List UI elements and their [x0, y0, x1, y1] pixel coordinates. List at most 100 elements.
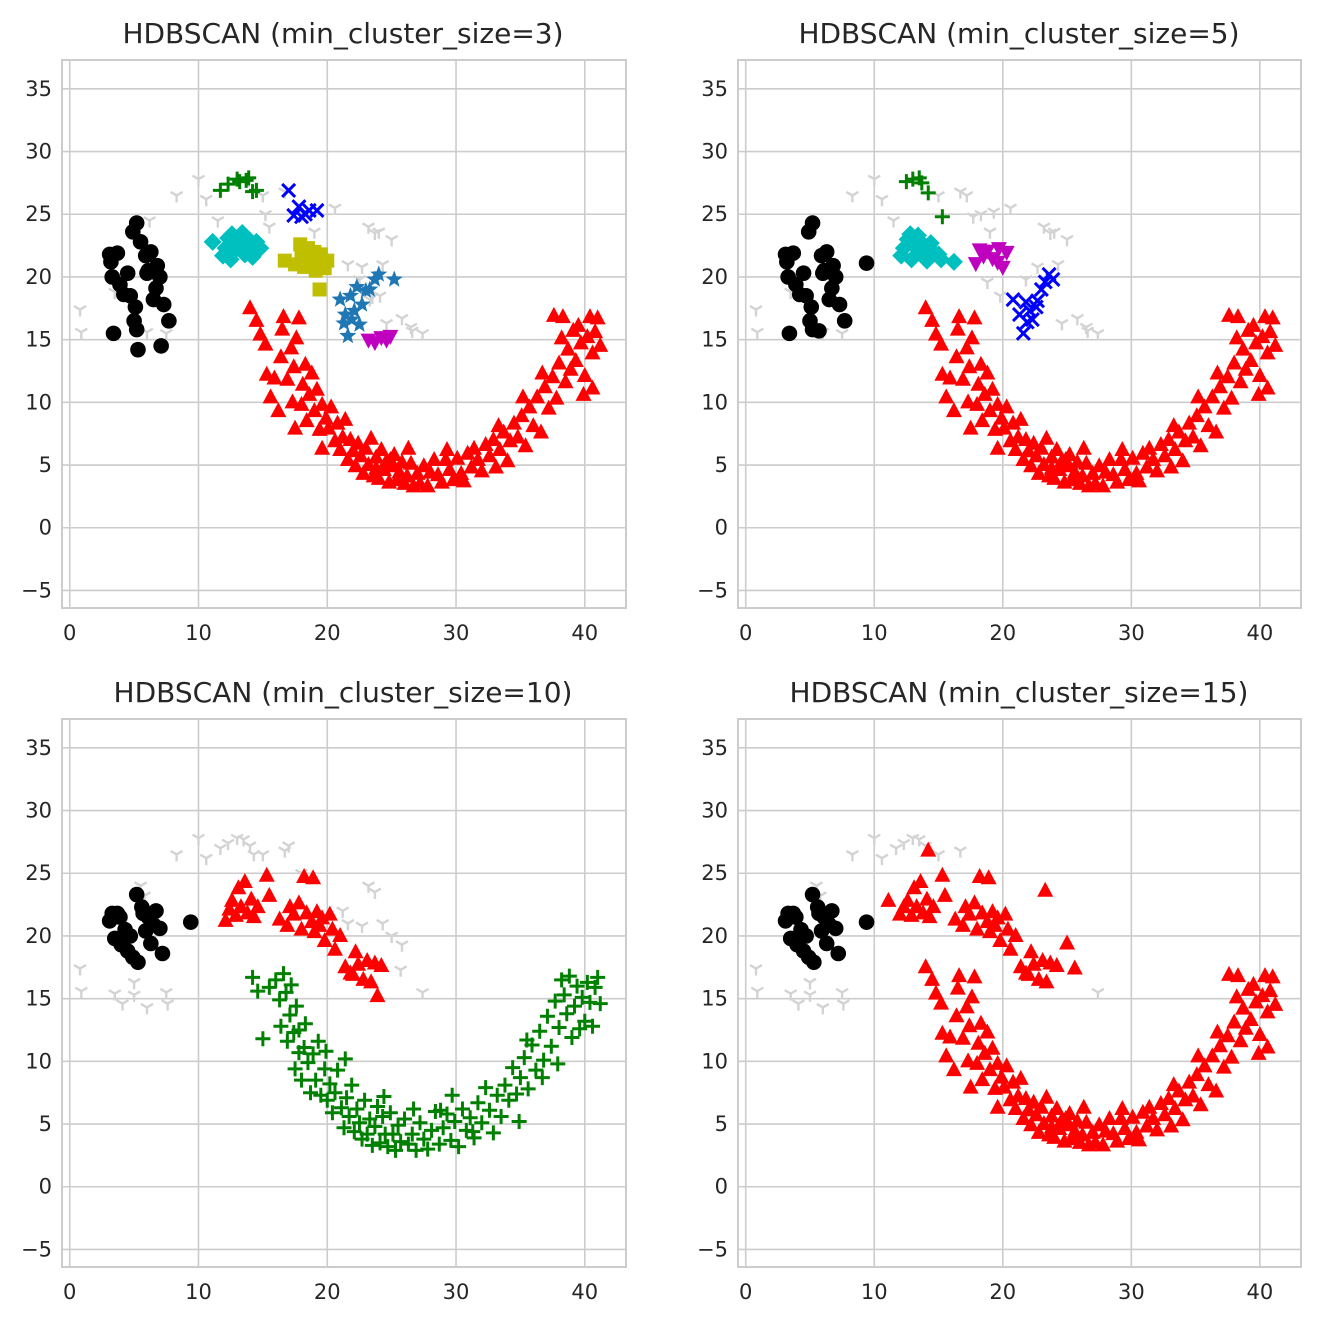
scatter-points [749, 833, 1284, 1152]
y-tick-label: 35 [701, 736, 728, 760]
data-point [1212, 1037, 1229, 1053]
y-tick-label: 5 [39, 453, 52, 477]
data-point [1254, 987, 1271, 1003]
data-point [1188, 407, 1205, 423]
data-point [320, 419, 337, 435]
data-point [980, 869, 997, 885]
data-point [222, 225, 241, 244]
data-point [130, 954, 146, 971]
data-point [934, 209, 950, 225]
axes-frame [61, 59, 627, 609]
y-tick-label: 30 [25, 799, 52, 823]
data-point [127, 977, 141, 990]
data-point [1221, 306, 1238, 322]
data-point [415, 328, 430, 341]
data-point [1037, 881, 1054, 897]
data-point [395, 313, 409, 326]
data-point [966, 309, 983, 325]
series-circle [101, 886, 199, 971]
data-point [361, 222, 376, 234]
data-point [324, 920, 341, 936]
data-point [376, 259, 390, 272]
data-point [463, 458, 480, 474]
data-point [382, 329, 399, 345]
data-point [301, 385, 318, 401]
data-point [564, 1030, 580, 1046]
data-point [169, 849, 184, 862]
data-point [1078, 454, 1095, 470]
x-tick-label: 40 [1247, 621, 1274, 645]
data-point [1212, 378, 1229, 394]
data-point [1095, 1136, 1112, 1152]
data-point [108, 989, 122, 1001]
subplot-min-cluster-size-10: HDBSCAN (min_cluster_size=10) 0 10 20 30 40 −… [21, 676, 627, 1304]
data-point [293, 395, 310, 411]
data-point [491, 440, 508, 456]
data-point [962, 1078, 979, 1094]
data-point [514, 388, 531, 404]
data-point [326, 940, 343, 956]
data-point [947, 910, 964, 926]
data-point [1156, 1106, 1173, 1122]
data-point [376, 1088, 392, 1104]
data-point [74, 986, 88, 999]
data-point [1025, 955, 1042, 971]
data-point [867, 833, 881, 846]
data-point [439, 440, 456, 456]
data-point [577, 1013, 593, 1029]
data-point [502, 432, 519, 448]
data-point [1185, 1087, 1202, 1103]
data-point [1226, 354, 1243, 370]
y-tick-label: 35 [25, 77, 52, 101]
data-point [989, 439, 1006, 455]
data-point [336, 1120, 352, 1136]
data-point [831, 296, 848, 313]
data-point [105, 325, 122, 342]
data-point [1043, 448, 1060, 464]
axes-frame [737, 59, 1302, 609]
data-point [1005, 291, 1021, 308]
data-point [469, 451, 486, 467]
data-point [811, 323, 827, 339]
data-point [889, 843, 903, 856]
grid [738, 719, 1301, 1267]
data-point [938, 1047, 955, 1063]
data-point [539, 1008, 555, 1024]
data-point [1007, 1099, 1024, 1115]
data-point [291, 1022, 307, 1038]
data-point [1043, 1107, 1060, 1123]
data-point [942, 369, 959, 385]
data-point [561, 968, 577, 984]
data-point [282, 1007, 298, 1023]
data-point [485, 430, 502, 446]
data-point [1242, 1010, 1259, 1026]
data-point [132, 234, 149, 250]
data-point [548, 389, 565, 405]
data-point [958, 998, 975, 1014]
data-point [1165, 417, 1182, 433]
data-point [443, 1132, 459, 1148]
data-point [256, 849, 270, 862]
data-point [331, 290, 349, 307]
data-point [1160, 1089, 1177, 1105]
data-point [363, 973, 380, 989]
data-point [945, 1061, 962, 1077]
data-point [1075, 1098, 1092, 1114]
y-tick-label: 35 [701, 77, 728, 101]
data-point [1012, 1069, 1029, 1085]
data-point [395, 940, 409, 952]
data-point [998, 1057, 1015, 1073]
data-point [1208, 1082, 1225, 1098]
data-point [1190, 388, 1207, 404]
data-point [990, 242, 1007, 258]
data-point [918, 890, 935, 906]
data-point [891, 905, 908, 921]
data-point [1192, 437, 1209, 453]
y-tick-label: 25 [701, 861, 728, 885]
data-point [1057, 451, 1074, 467]
data-point [412, 1115, 428, 1131]
data-point [981, 402, 998, 418]
data-point [1219, 1027, 1236, 1043]
data-point [980, 277, 994, 289]
data-point [375, 1109, 391, 1125]
